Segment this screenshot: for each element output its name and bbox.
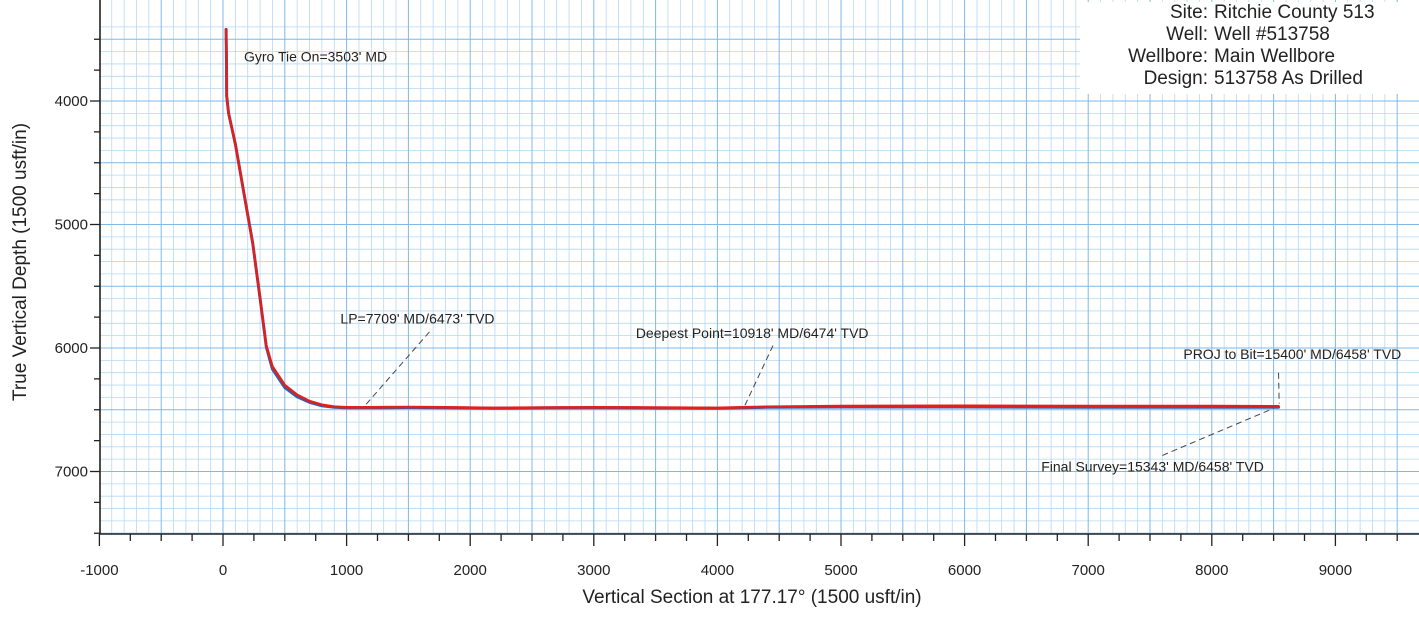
x-tick-label: 7000 [1072, 562, 1105, 579]
site-value: Ritchie County 513 [1214, 2, 1375, 23]
x-tick-label: 1000 [330, 562, 363, 579]
x-axis-label: Vertical Section at 177.17° (1500 usft/i… [582, 587, 921, 608]
x-tick-label: 9000 [1319, 562, 1352, 579]
x-tick-label: 4000 [701, 562, 734, 579]
major-grid [100, 0, 1419, 534]
annotation-text: Deepest Point=10918' MD/6474' TVD [636, 325, 869, 341]
annotation-text: PROJ to Bit=15400' MD/6458' TVD [1183, 346, 1401, 362]
annotation-leader [364, 331, 430, 406]
wellbore-label: Wellbore: [1128, 46, 1208, 67]
minor-grid [100, 0, 1419, 534]
well-row: Well: Well #513758 [1080, 24, 1419, 46]
well-path-series [224, 27, 1280, 410]
well-value: Well #513758 [1214, 24, 1330, 45]
x-tick-label: 3000 [577, 562, 610, 579]
x-tick-label: 8000 [1195, 562, 1228, 579]
site-row: Site: Ritchie County 513 [1080, 2, 1419, 24]
tick-labels: -1000 0 1000 2000 3000 4000 5000 6000 7000 8000 90… [55, 93, 1352, 579]
site-label: Site: [1169, 2, 1208, 23]
annotation-leaders [364, 331, 1280, 456]
x-tick-label: 5000 [824, 562, 857, 579]
x-tick-label: 0 [219, 562, 227, 579]
tick-marks [90, 38, 1398, 546]
y-tick-label: 6000 [55, 340, 88, 357]
well-path-red [224, 28, 1280, 410]
annotation-leader [744, 345, 774, 407]
design-label: Design: [1143, 68, 1208, 89]
annotation-leader [1162, 406, 1277, 456]
design-value: 513758 As Drilled [1214, 68, 1363, 89]
y-tick-label: 7000 [55, 464, 88, 481]
wellbore-value: Main Wellbore [1214, 46, 1336, 67]
axes [99, 0, 1419, 535]
design-row: Design: 513758 As Drilled [1080, 68, 1419, 90]
x-tick-label: -1000 [80, 562, 118, 579]
annotation-text: LP=7709' MD/6473' TVD [340, 310, 494, 326]
annotation-text: Final Survey=15343' MD/6458' TVD [1041, 459, 1264, 475]
y-tick-label: 5000 [55, 217, 88, 234]
x-tick-label: 6000 [948, 562, 981, 579]
well-info-panel: Site: Ritchie County 513 Well: Well #51375… [1080, 2, 1419, 94]
wellbore-row: Wellbore: Main Wellbore [1080, 46, 1419, 68]
x-tick-label: 2000 [454, 562, 487, 579]
annotations: Gyro Tie On=3503' MD LP=7709' MD/6473' TV… [244, 48, 1401, 474]
y-axis-label: True Vertical Depth (1500 usft/in) [10, 123, 31, 401]
well-label: Well: [1166, 24, 1208, 45]
annotation-leader [1278, 372, 1280, 404]
y-tick-label: 4000 [55, 93, 88, 110]
annotation-text: Gyro Tie On=3503' MD [244, 48, 387, 64]
